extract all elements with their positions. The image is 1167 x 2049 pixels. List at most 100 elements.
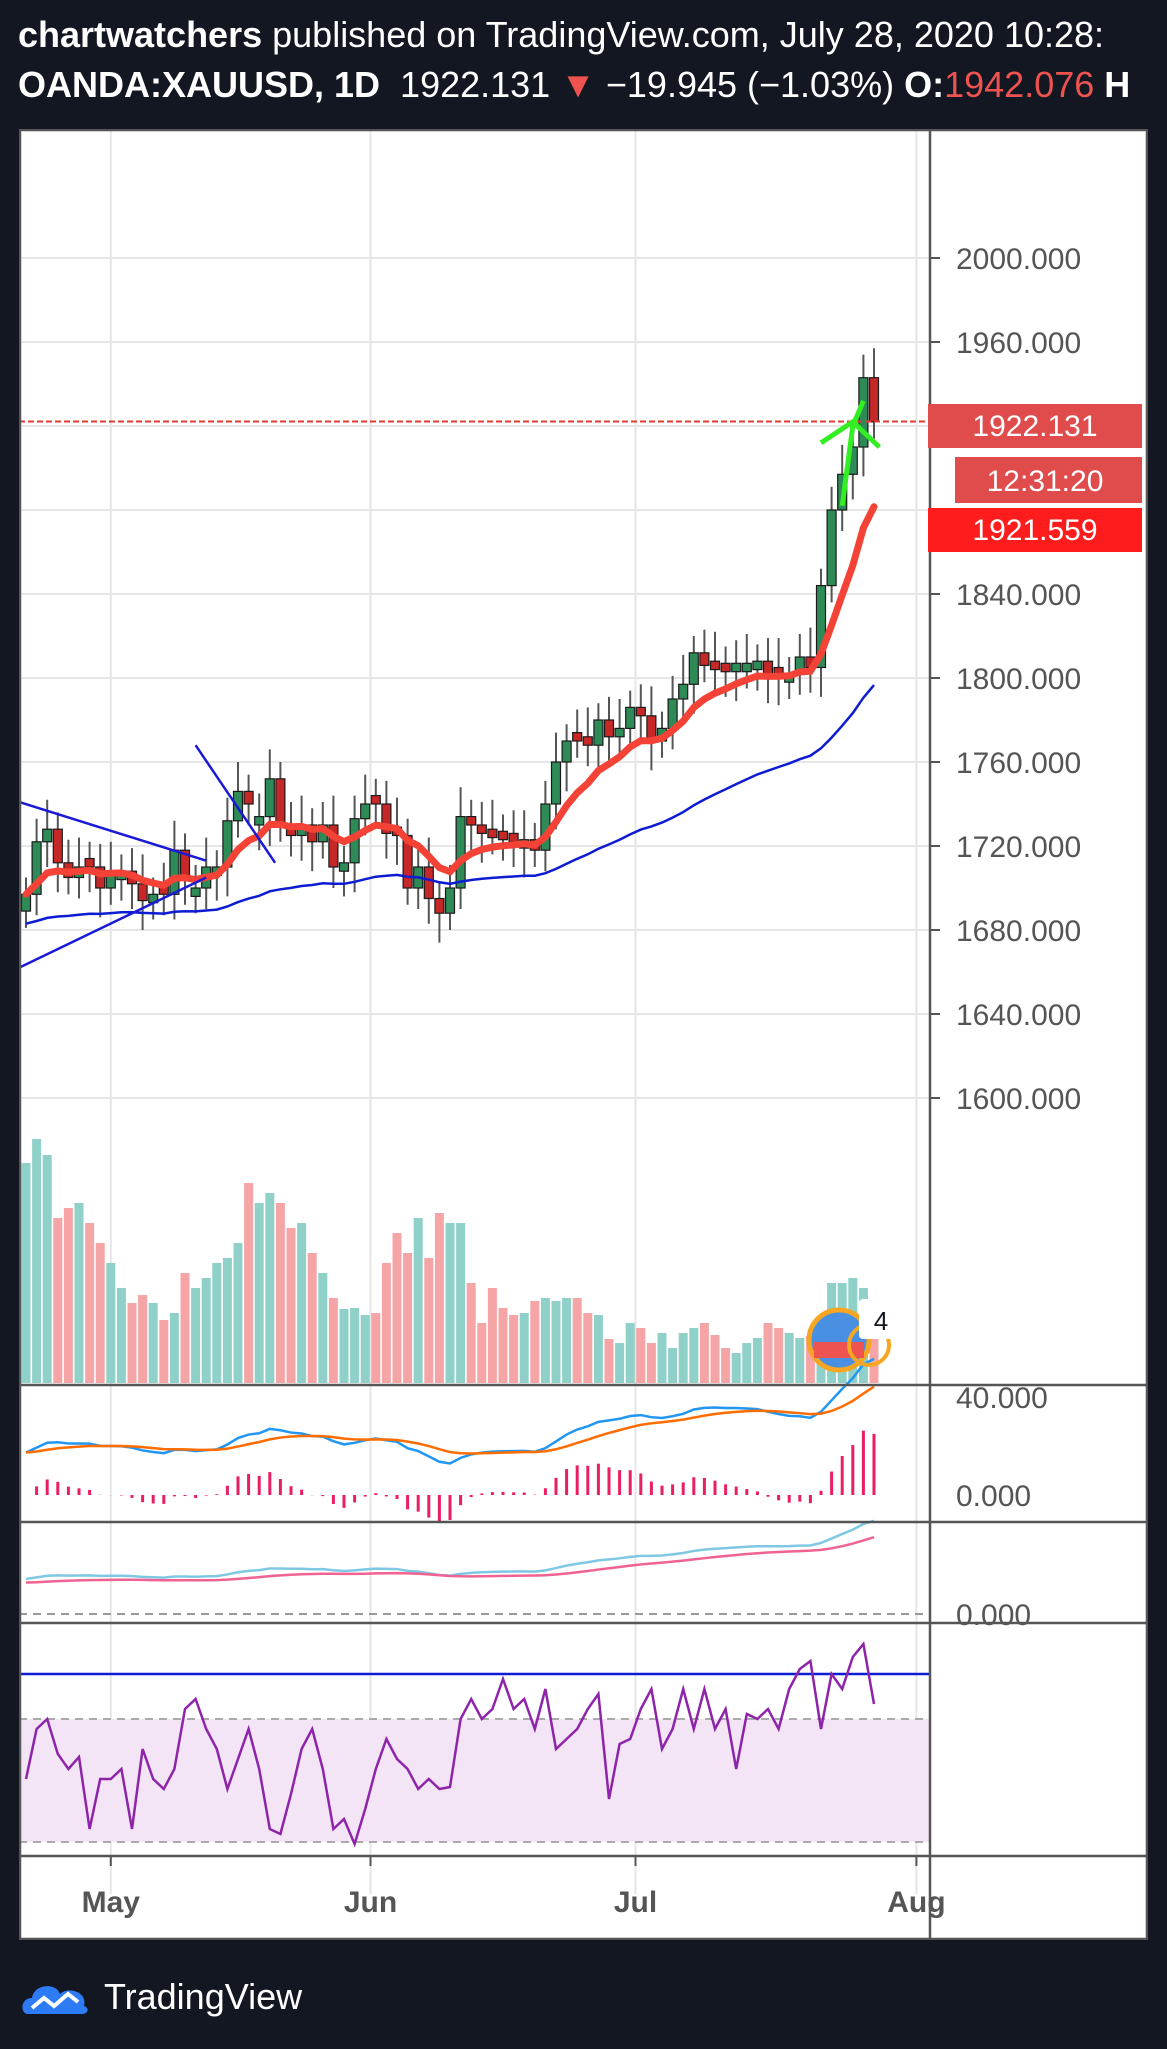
candle-body [487, 828, 498, 839]
volume-bar [551, 1301, 561, 1383]
volume-bar [710, 1335, 720, 1383]
footer: TradingView [18, 1972, 302, 2022]
candle [222, 797, 233, 897]
high-label: H [1104, 64, 1131, 105]
candle-body [678, 683, 689, 700]
volume-bar [222, 1258, 232, 1383]
price-tick-label: 1640.000 [956, 999, 1081, 1032]
price-tick-label: 1840.000 [956, 579, 1081, 612]
candle-body [338, 862, 350, 872]
candle-body [741, 662, 752, 673]
candle [338, 846, 350, 897]
chart-border [19, 129, 1148, 1940]
volume-bar [371, 1313, 381, 1383]
arrow-line-icon [839, 399, 866, 507]
volume-bar [721, 1348, 731, 1383]
volume-bar [191, 1288, 201, 1383]
candle [116, 854, 127, 901]
candle [243, 774, 254, 825]
panel-frames [19, 129, 1148, 1940]
price-tick-label: 1800.000 [956, 663, 1081, 696]
candle-body [370, 794, 381, 805]
volume-bar [477, 1323, 487, 1383]
candle-body [169, 849, 180, 895]
author-name[interactable]: chartwatchers [18, 14, 263, 55]
candle-body [95, 866, 106, 889]
volume-bar [106, 1263, 116, 1383]
time-tick-label: Jun [344, 1886, 397, 1919]
volume-bar [339, 1309, 349, 1383]
countdown-tag [955, 457, 1142, 503]
candle [434, 881, 445, 943]
volume-bar [286, 1228, 296, 1383]
stoch-k-line [25, 1519, 875, 1581]
volume-bar [731, 1353, 741, 1383]
volume-bar [95, 1243, 105, 1383]
candle [667, 675, 678, 750]
bid-price-tag [928, 508, 1142, 552]
time-tick-label: Aug [887, 1886, 945, 1919]
candle [709, 631, 721, 691]
macd-tick-label: 40.000 [956, 1382, 1048, 1415]
tradingview-brand[interactable]: TradingView [104, 1976, 303, 2017]
volume-bar [32, 1139, 42, 1383]
candle-body [582, 736, 593, 746]
volume-bar [434, 1213, 444, 1383]
volume-bar [42, 1155, 52, 1383]
candle [762, 638, 774, 704]
price-tick-label: 1720.000 [956, 831, 1081, 864]
candle-body [264, 778, 275, 818]
price-chart[interactable]: 1600.000 1640.000 1680.000 1720.000 1760.000… [19, 129, 1148, 1940]
candle [31, 818, 42, 916]
candle [688, 636, 699, 714]
candle-body [52, 828, 63, 864]
candle [508, 810, 519, 867]
macd-line [25, 1357, 875, 1465]
volume-bar [233, 1243, 243, 1383]
candle [582, 707, 593, 767]
candle-body [709, 660, 721, 671]
candle-body [275, 778, 286, 826]
candle [593, 703, 604, 771]
candle-body [444, 887, 456, 914]
candle [603, 696, 615, 767]
candle-body [42, 828, 53, 843]
publish-info: chartwatchers published on TradingView.c… [18, 14, 1104, 56]
candle [275, 762, 286, 842]
slow-moving-average-line [25, 684, 875, 925]
candle-body [497, 830, 509, 841]
candle [232, 762, 244, 838]
rsi-line [24, 1641, 876, 1848]
candle-body [508, 832, 519, 843]
time-tick-label: Jul [614, 1886, 657, 1919]
trendline-upper [19, 800, 207, 862]
candle-body [423, 866, 434, 900]
volume-bar [530, 1301, 540, 1383]
volume-bar [116, 1288, 126, 1383]
volume-bar [350, 1308, 360, 1383]
volume-bar [752, 1338, 762, 1383]
candle [328, 795, 339, 888]
trendline-wedge [194, 744, 277, 864]
candle-body [561, 740, 572, 763]
volume-bar [615, 1343, 625, 1383]
price-tick-label: 1960.000 [956, 327, 1081, 360]
volume-bar [328, 1298, 338, 1383]
candle [169, 820, 180, 920]
tradingview-logo-icon[interactable] [18, 1974, 94, 2020]
candle-body [328, 824, 339, 868]
candle-body [614, 727, 625, 738]
volume-bar [763, 1323, 773, 1383]
volume-bars [21, 1139, 879, 1383]
symbol-label: OANDA:XAUUSD, 1D [18, 64, 381, 105]
stoch-d-line [25, 1535, 875, 1584]
candle [858, 354, 869, 477]
volume-badge[interactable]: 4 [806, 1299, 903, 1373]
price-tick-label: 1680.000 [956, 915, 1081, 948]
candle-body [688, 652, 699, 685]
arrow-head-icon [819, 418, 882, 449]
volume-bar [593, 1315, 603, 1383]
time-tick-label: May [82, 1886, 141, 1919]
candle [773, 638, 784, 706]
candle [349, 795, 360, 893]
